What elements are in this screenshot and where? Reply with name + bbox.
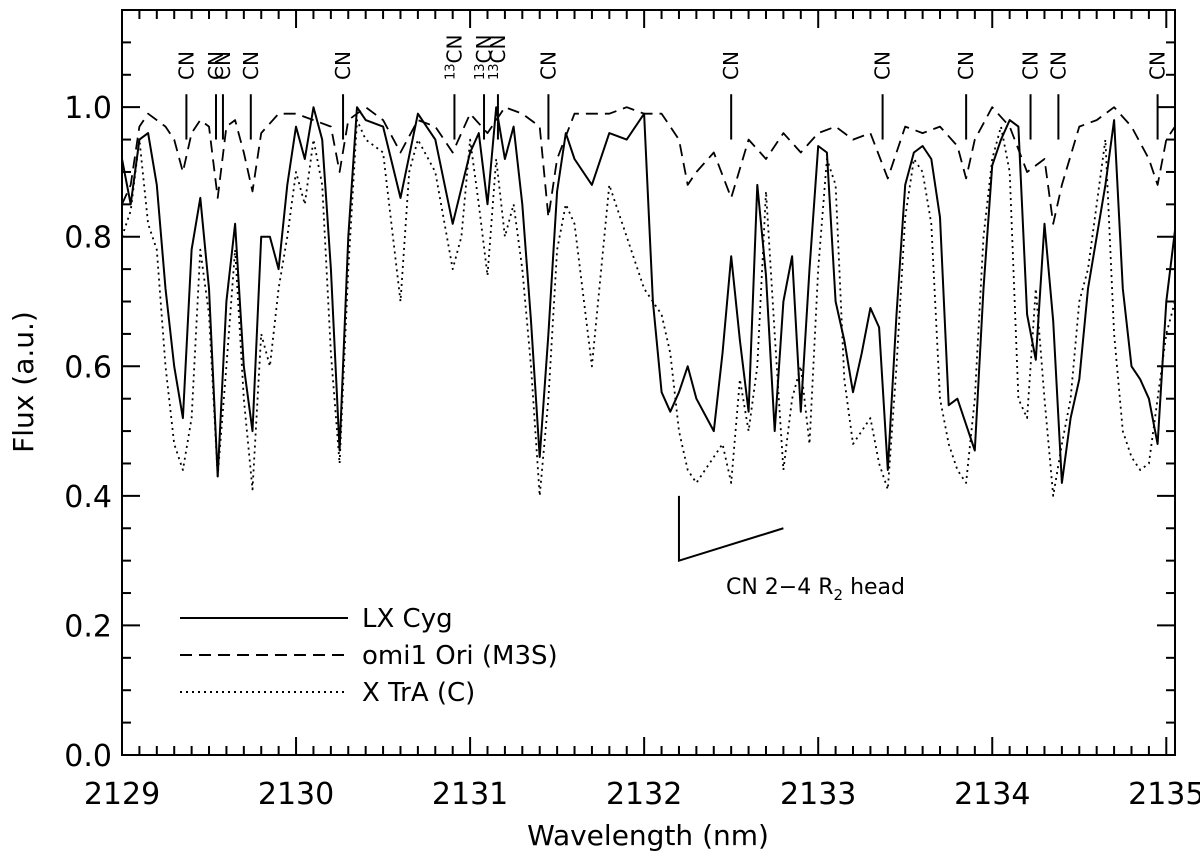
line-marker-label: 13CN <box>472 35 496 80</box>
bandhead-label: CN 2−4 R2 head <box>726 575 905 604</box>
y-tick-label: 0.8 <box>64 221 112 256</box>
line-marker-label: CN <box>1146 51 1170 80</box>
series-line-0 <box>121 106 1176 484</box>
series-line-1 <box>121 106 1176 225</box>
legend-label-omi1-ori: omi1 Ori (M3S) <box>362 641 558 671</box>
x-tick-label: 2129 <box>84 777 160 812</box>
line-marker-label: 13CN <box>486 35 510 80</box>
y-axis-title: Flux (a.u.) <box>7 311 40 453</box>
series-group <box>121 106 1176 497</box>
line-marker-label: CN <box>1046 51 1070 80</box>
line-marker-label: CN <box>536 51 560 80</box>
series-line-2 <box>121 119 1176 497</box>
line-marker-label: CN <box>239 51 263 80</box>
y-tick-label: 0.4 <box>64 480 112 515</box>
line-marker-label: CN <box>954 51 978 80</box>
legend: LX Cyg omi1 Ori (M3S) X TrA (C) <box>180 604 558 708</box>
axis-ticks <box>121 9 1175 756</box>
x-tick-label: 2132 <box>606 777 682 812</box>
line-marker-label: CN <box>871 51 895 80</box>
x-tick-label: 2134 <box>954 777 1030 812</box>
x-tick-label: 2131 <box>432 777 508 812</box>
plot-frame <box>121 9 1176 756</box>
line-marker-label: CN <box>331 51 355 80</box>
bandhead-annotation: CN 2−4 R2 head <box>677 495 905 604</box>
legend-label-x-tra: X TrA (C) <box>362 678 475 708</box>
y-tick-label: 0.0 <box>64 739 112 774</box>
axis-tick-labels: 2129 2130 2131 2132 2133 2134 2135 0.0 0.2 0.4 0.6… <box>64 91 1200 812</box>
bandhead-bracket <box>677 495 784 563</box>
y-tick-label: 0.6 <box>64 350 112 385</box>
line-marker-label: CN <box>719 51 743 80</box>
x-axis-title: Wavelength (nm) <box>527 819 769 852</box>
line-marker-label: CN <box>211 51 235 80</box>
y-tick-label: 1.0 <box>64 91 112 126</box>
x-tick-label: 2135 <box>1128 777 1200 812</box>
line-marker-label: CN <box>174 51 198 80</box>
line-marker-label: CN <box>1019 51 1043 80</box>
y-tick-label: 0.2 <box>64 609 112 644</box>
line-marker-label: CN <box>204 51 228 80</box>
x-tick-label: 2130 <box>258 777 334 812</box>
x-tick-label: 2133 <box>780 777 856 812</box>
line-marker-label: 13CN <box>442 35 466 80</box>
legend-label-lx-cyg: LX Cyg <box>362 604 453 634</box>
